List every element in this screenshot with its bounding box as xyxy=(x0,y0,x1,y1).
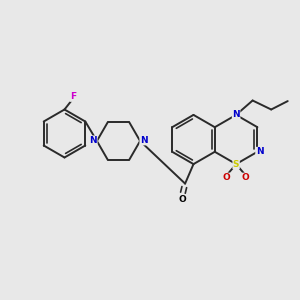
Text: N: N xyxy=(89,136,97,145)
Text: N: N xyxy=(232,110,240,119)
Text: O: O xyxy=(178,195,186,204)
Text: N: N xyxy=(140,136,148,145)
Text: O: O xyxy=(242,173,250,182)
Text: F: F xyxy=(70,92,76,101)
Text: S: S xyxy=(233,160,239,169)
Text: O: O xyxy=(223,173,230,182)
Text: N: N xyxy=(256,147,263,156)
